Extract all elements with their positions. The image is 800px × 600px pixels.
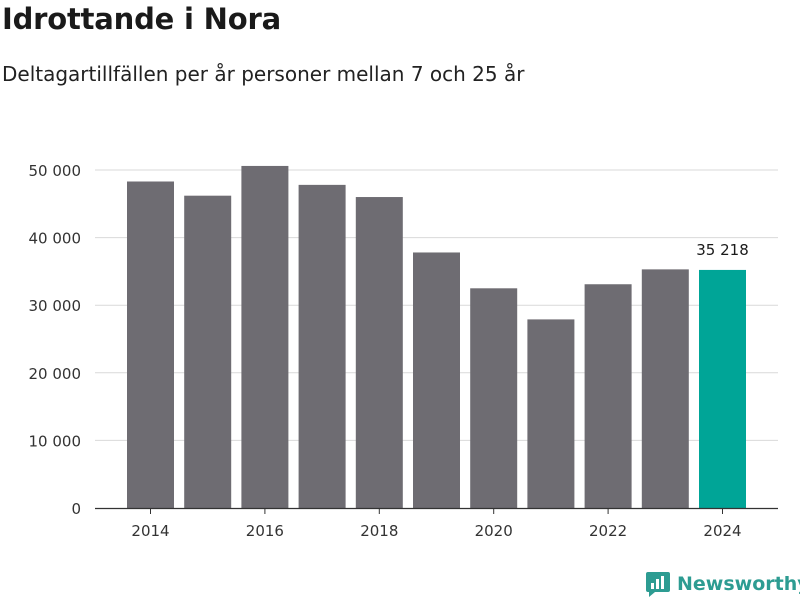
bar-2014 — [127, 181, 174, 508]
x-tick-label: 2018 — [360, 522, 398, 540]
bar-2021 — [527, 319, 575, 508]
bar-2016 — [241, 165, 289, 508]
y-tick-label: 30 000 — [29, 297, 82, 315]
x-tick-label: 2020 — [475, 522, 513, 540]
brand-logo: Newsworthy — [645, 570, 800, 598]
bar-2017 — [298, 184, 346, 508]
x-tick-label: 2024 — [703, 522, 741, 540]
newsworthy-logo-icon — [646, 572, 670, 597]
x-tick-label: 2014 — [131, 522, 169, 540]
bar-2018 — [355, 197, 403, 509]
x-tick-label: 2022 — [589, 522, 627, 540]
data-label: 35 218 — [696, 241, 749, 259]
bar-2020 — [470, 288, 518, 508]
y-tick-label: 10 000 — [29, 432, 82, 450]
chart-title: Idrottande i Nora — [2, 2, 281, 36]
y-tick-label: 20 000 — [29, 365, 82, 383]
chart-subtitle: Deltagartillfällen per år personer mella… — [2, 62, 525, 86]
brand-name: Newsworthy — [677, 573, 800, 595]
bar-2022 — [584, 284, 632, 508]
y-tick-label: 40 000 — [29, 230, 82, 248]
y-tick-label: 50 000 — [29, 162, 82, 180]
bar-2024 — [699, 269, 746, 508]
bar-2019 — [413, 252, 460, 508]
bar-2023 — [641, 269, 689, 508]
x-tick-label: 2016 — [246, 522, 284, 540]
bar-2015 — [184, 195, 232, 509]
y-tick-label: 0 — [71, 500, 81, 518]
bar-chart: 0 10 000 20 000 30 000 40 000 50 000 2014 2016 2… — [29, 162, 778, 540]
